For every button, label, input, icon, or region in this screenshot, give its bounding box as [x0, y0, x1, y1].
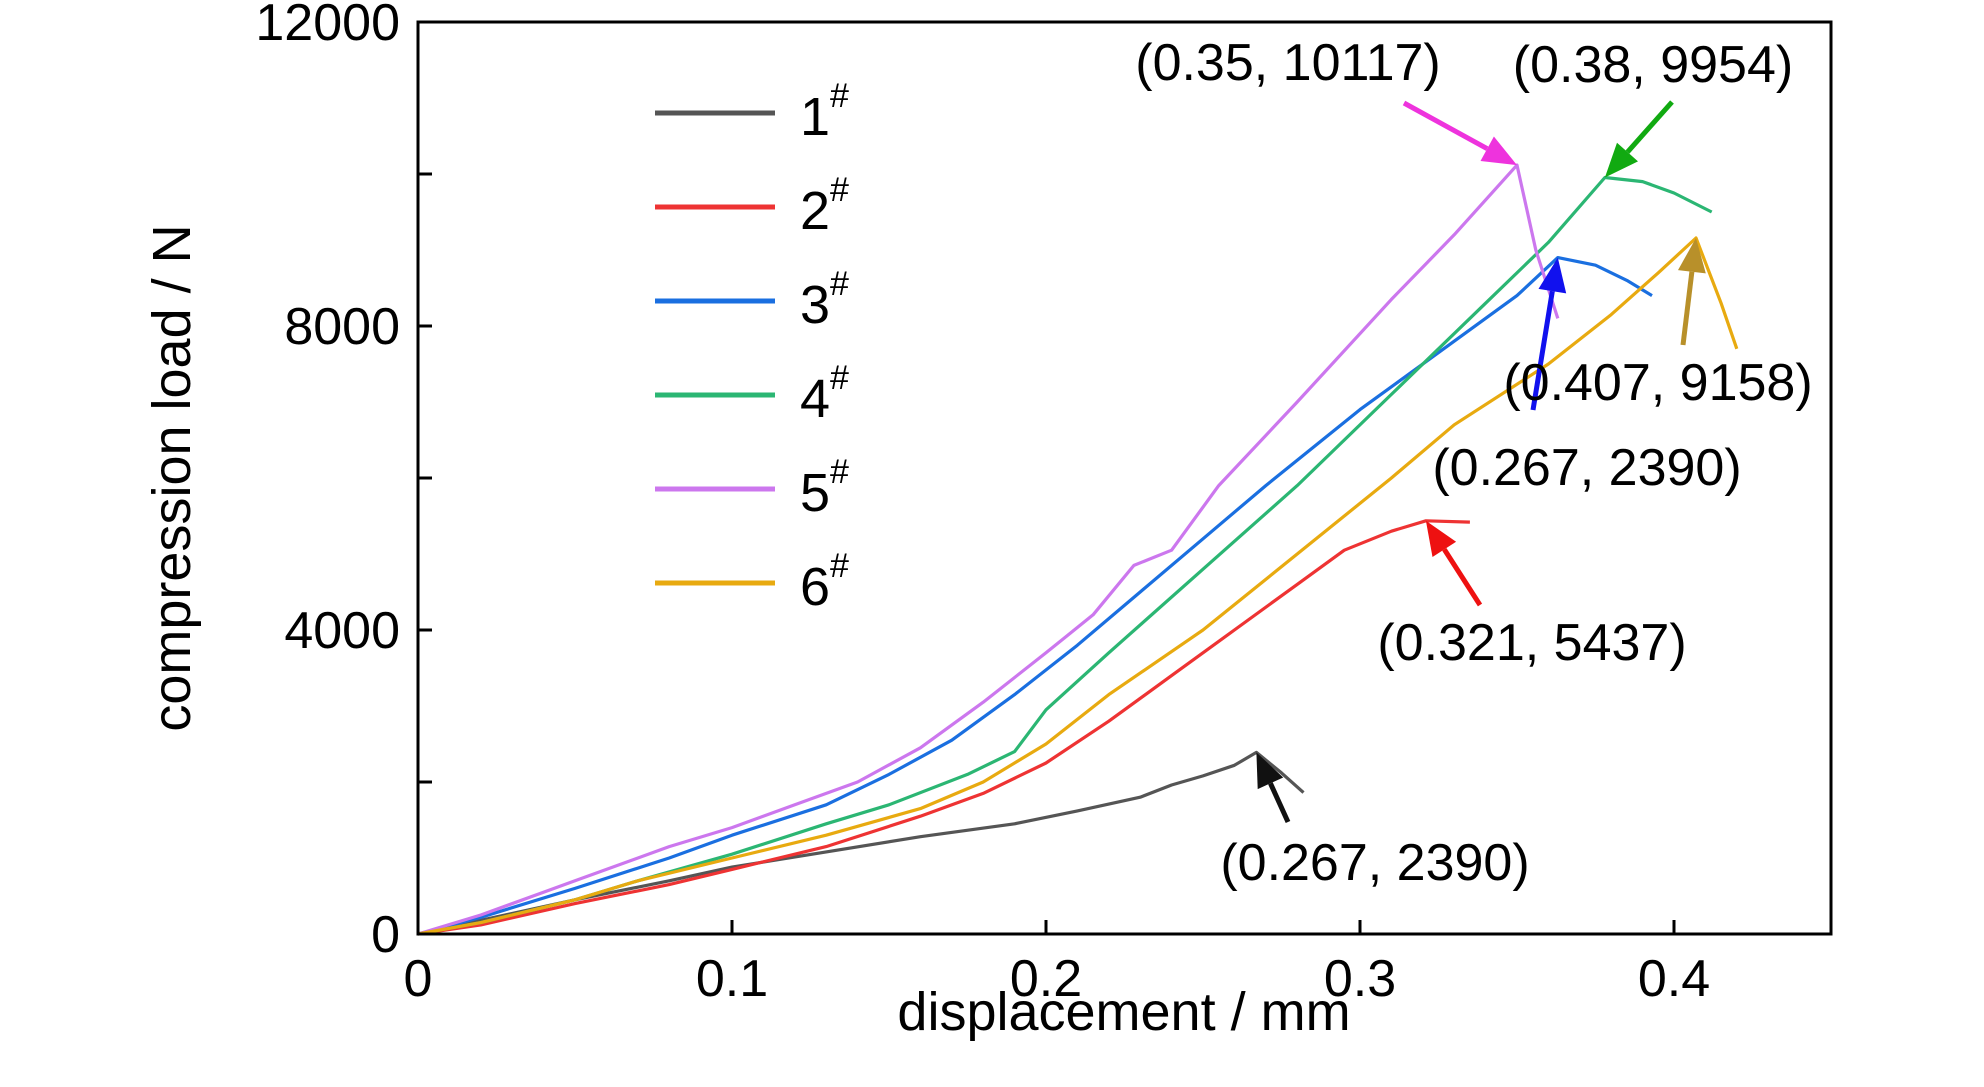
y-tick-label: 0 [371, 906, 400, 964]
annotation-arrow-shaft [1268, 782, 1291, 824]
y-axis-title: compression load / N [142, 224, 202, 731]
annotation-arrow-shaft [1625, 100, 1674, 154]
series-line-6 [417, 236, 1739, 936]
annotation-label: (0.321, 5437) [1377, 614, 1686, 672]
axis-ticks: 0 0.1 0.2 0.3 0.4 0 4000 8000 12000 [255, 0, 1710, 1008]
annotation-arrow-shaft [1680, 271, 1695, 346]
x-tick-label: 0 [404, 950, 433, 1008]
y-tick-label: 8000 [284, 298, 400, 356]
annotation-arrow-head [1538, 257, 1567, 294]
series-line-2 [417, 519, 1470, 936]
legend-label-sup-5: # [830, 453, 849, 491]
legend-label-6: 6 [800, 557, 830, 617]
legend-label-sup-3: # [830, 265, 849, 303]
legend-label-sup-6: # [830, 547, 849, 585]
annotation-arrow-head [1678, 238, 1706, 274]
series-line-5 [417, 163, 1560, 936]
legend-label-sup-2: # [830, 171, 849, 209]
series-line-1 [417, 750, 1305, 936]
annotation-label: (0.407, 9158) [1503, 354, 1812, 412]
legend-label-sup-4: # [830, 359, 849, 397]
x-tick-label: 0.3 [1324, 950, 1396, 1008]
annotation-layer: (0.267, 2390) (0.321, 5437) (0.267, 2390) (… [1135, 34, 1812, 892]
legend-label-1: 1 [800, 87, 830, 147]
legend-label-2: 2 [800, 181, 830, 241]
y-tick-label: 4000 [284, 602, 400, 660]
annotation-arrow-shaft [1530, 290, 1555, 411]
legend: 1 #2 #3 #4 #5 #6 # [655, 77, 849, 617]
x-tick-label: 0.1 [696, 950, 768, 1008]
series-line-4 [417, 175, 1713, 936]
x-tick-label: 0.4 [1638, 950, 1710, 1008]
annotation-arrow-head [1604, 142, 1638, 178]
legend-label-sup-1: # [830, 77, 849, 115]
x-axis-title: displacement / mm [897, 982, 1350, 1042]
y-tick-label: 12000 [255, 0, 400, 52]
annotation-arrow-shaft [1442, 548, 1483, 607]
annotation-label: (0.35, 10117) [1135, 34, 1440, 92]
annotation-label: (0.267, 2390) [1432, 439, 1741, 497]
annotation-arrow-head [1256, 752, 1284, 790]
legend-label-5: 5 [800, 463, 830, 523]
legend-label-4: 4 [800, 369, 830, 429]
annotation-arrow-head [1425, 520, 1457, 557]
annotation-arrow-shaft [1402, 100, 1489, 151]
x-tick-label: 0.2 [1010, 950, 1082, 1008]
annotation-arrow-head [1480, 136, 1517, 166]
series-layer [417, 163, 1739, 936]
series-line-3 [417, 256, 1653, 936]
legend-label-3: 3 [800, 275, 830, 335]
annotation-label: (0.267, 2390) [1220, 834, 1529, 892]
annotation-label: (0.38, 9954) [1513, 36, 1793, 94]
